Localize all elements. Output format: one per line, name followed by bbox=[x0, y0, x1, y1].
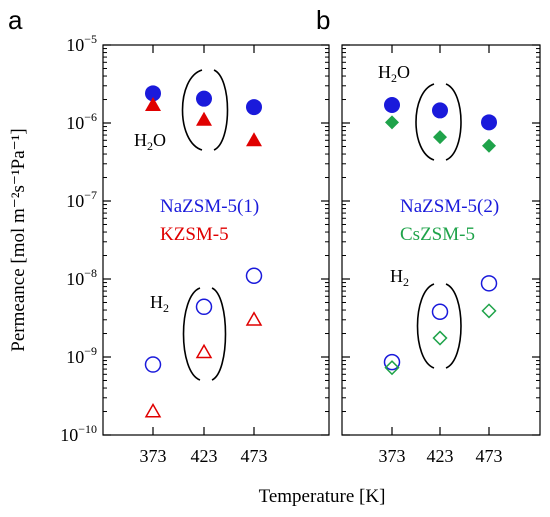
panel-b-h2o-label: H2O bbox=[378, 62, 410, 85]
panel-a-frame bbox=[102, 44, 330, 436]
panel-a-points bbox=[144, 85, 263, 418]
data-point-nazsm-5-2--h2 bbox=[383, 353, 401, 371]
panel-a-h2o-bracket bbox=[181, 69, 229, 151]
panel-a-h2o-label: H2O bbox=[134, 130, 166, 153]
data-point-nazsm-5-2--h2o bbox=[384, 97, 400, 114]
panel-b-label: b bbox=[316, 5, 330, 35]
panel-b-h2-label: H2 bbox=[390, 266, 409, 289]
data-point-kzsm-5-h2 bbox=[245, 311, 263, 326]
data-point-kzsm-5-h2 bbox=[144, 403, 162, 418]
data-point-nazsm-5-1--h2 bbox=[245, 267, 263, 285]
data-point-kzsm-5-h2o bbox=[196, 111, 212, 126]
data-point-nazsm-5-1--h2 bbox=[144, 356, 162, 373]
panel-b: b 373 423 473 NaZSM-5(2) CsZSM-5 H2O H2 bbox=[316, 5, 541, 466]
y-tick-label: 10−9 bbox=[66, 344, 97, 367]
x-tick-label: 473 bbox=[476, 446, 503, 466]
y-tick-label: 10−5 bbox=[66, 32, 97, 55]
panel-b-frame bbox=[341, 44, 541, 436]
panel-a: a 10−5 10−6 10−7 10−8 10−9 10−10 373 423 473 Na… bbox=[8, 5, 330, 466]
data-point-cszsm-5-h2o bbox=[385, 115, 399, 130]
y-tick-label: 10−6 bbox=[66, 110, 97, 133]
data-point-nazsm-5-2--h2 bbox=[431, 303, 449, 321]
x-tick-label: 423 bbox=[191, 446, 218, 466]
panel-a-h2-bracket bbox=[182, 287, 227, 381]
panel-b-y-ticks bbox=[342, 44, 540, 436]
panel-a-h2-label: H2 bbox=[150, 292, 169, 315]
y-axis-label: Permeance [mol m⁻²s⁻¹Pa⁻¹] bbox=[8, 128, 29, 351]
data-point-cszsm-5-h2 bbox=[481, 303, 497, 319]
x-axis-label: Temperature [K] bbox=[259, 486, 386, 507]
data-point-nazsm-5-1--h2o bbox=[145, 85, 161, 102]
data-point-cszsm-5-h2o bbox=[433, 130, 447, 145]
panel-b-points bbox=[383, 97, 498, 376]
y-tick-label: 10−8 bbox=[66, 266, 97, 289]
data-point-nazsm-5-2--h2o bbox=[432, 102, 448, 119]
panel-a-x-ticks: 373 423 473 bbox=[140, 45, 268, 466]
panel-a-legend-nazsm: NaZSM-5(1) bbox=[160, 196, 259, 217]
data-point-nazsm-5-1--h2o bbox=[246, 99, 262, 116]
y-tick-label: 10−7 bbox=[66, 188, 97, 211]
data-point-nazsm-5-2--h2 bbox=[480, 275, 498, 292]
x-tick-label: 473 bbox=[241, 446, 268, 466]
data-point-cszsm-5-h2o bbox=[482, 138, 496, 153]
panel-b-legend-nazsm: NaZSM-5(2) bbox=[400, 196, 499, 217]
panel-b-h2o-bracket bbox=[415, 83, 462, 161]
x-tick-label: 373 bbox=[379, 446, 406, 466]
panel-b-legend-cszsm: CsZSM-5 bbox=[400, 224, 475, 245]
panel-a-legend-kzsm: KZSM-5 bbox=[160, 224, 229, 245]
data-point-nazsm-5-2--h2o bbox=[481, 114, 497, 131]
x-tick-label: 373 bbox=[140, 446, 167, 466]
data-point-nazsm-5-1--h2o bbox=[196, 90, 212, 107]
panel-a-y-ticks: 10−5 10−6 10−7 10−8 10−9 10−10 bbox=[60, 32, 329, 445]
data-point-kzsm-5-h2o bbox=[246, 132, 262, 147]
data-point-kzsm-5-h2 bbox=[195, 343, 213, 359]
data-point-cszsm-5-h2 bbox=[384, 360, 400, 376]
data-point-cszsm-5-h2 bbox=[432, 330, 448, 346]
panel-b-x-ticks: 373 423 473 bbox=[379, 45, 503, 466]
y-tick-label: 10−10 bbox=[60, 422, 97, 445]
data-point-nazsm-5-1--h2 bbox=[195, 298, 213, 316]
x-tick-label: 423 bbox=[427, 446, 454, 466]
panel-b-h2-bracket bbox=[416, 283, 462, 369]
data-point-kzsm-5-h2o bbox=[145, 97, 161, 112]
panel-a-label: a bbox=[8, 5, 23, 35]
